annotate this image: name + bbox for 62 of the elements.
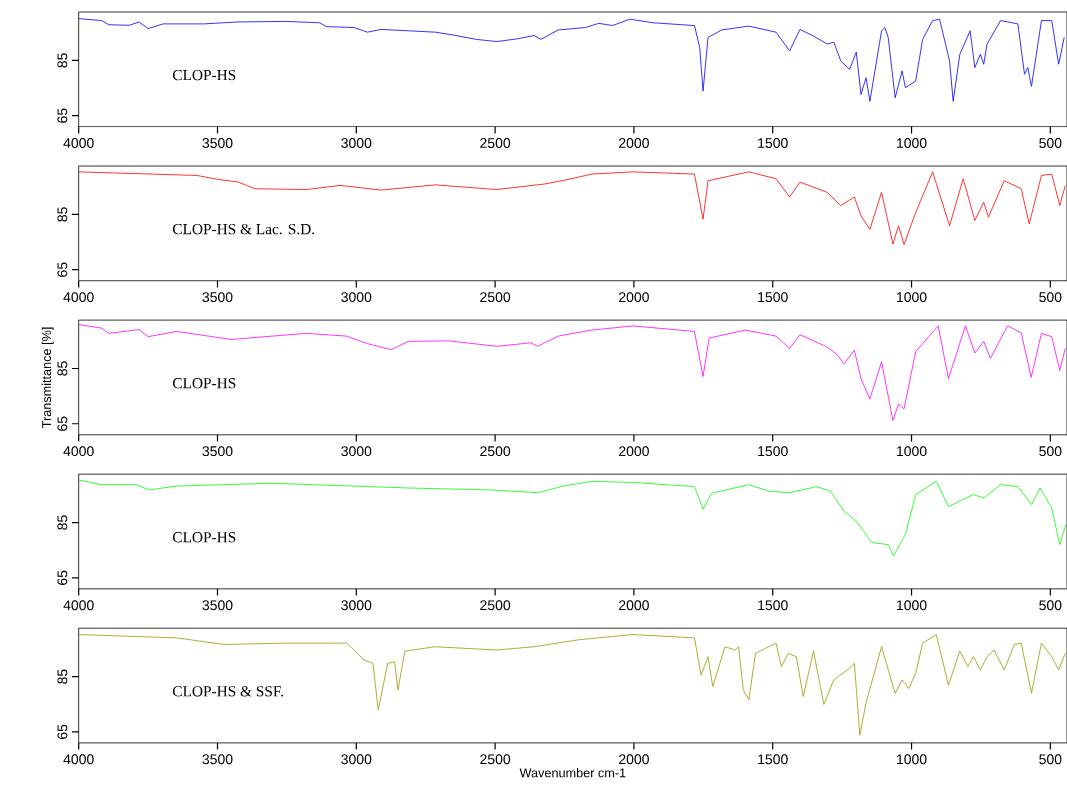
- x-tick-label: 3000: [341, 137, 372, 148]
- x-tick-label: 2500: [480, 292, 511, 302]
- x-tick-label: 3500: [202, 292, 233, 302]
- x-tick-label: 1500: [758, 292, 788, 302]
- x-tick-label: 2500: [480, 137, 511, 148]
- x-tick-label: 2000: [619, 600, 649, 611]
- x-tick-label: 4000: [63, 754, 94, 765]
- x-tick-label: 4000: [63, 137, 94, 148]
- x-tick-label: 2000: [619, 446, 649, 456]
- y-tick-label: 85: [57, 53, 68, 68]
- x-tick-label: 3500: [202, 600, 233, 611]
- annotation: CLOP-HS: [172, 531, 236, 543]
- x-tick-label: 1000: [897, 137, 927, 148]
- x-tick-label: 500: [1039, 137, 1062, 148]
- annotation: CLOP-HS & Lac. S.D.: [172, 223, 315, 235]
- line-series: [78, 479, 1067, 557]
- x-tick-label: 1000: [897, 446, 927, 456]
- y-tick-label: 65: [57, 262, 68, 277]
- annotation: CLOP-HS: [172, 69, 236, 81]
- x-tick-label: 500: [1039, 600, 1062, 611]
- y-tick-label: 85: [57, 515, 68, 530]
- x-tick-label: 4000: [63, 600, 94, 611]
- x-tick-label: 1500: [758, 754, 788, 765]
- x-tick-label: 1500: [758, 446, 788, 456]
- x-tick-label: 3000: [341, 446, 372, 456]
- line-series: [78, 171, 1066, 245]
- x-tick-label: 1000: [897, 600, 927, 611]
- x-tick-label: 3000: [341, 292, 372, 302]
- line-series: [78, 324, 1066, 421]
- x-tick-label: 1500: [758, 600, 788, 611]
- x-tick-label: 2500: [480, 754, 511, 765]
- x-tick-label: 3500: [202, 754, 233, 765]
- x-tick-label: 2000: [619, 292, 649, 302]
- annotation: CLOP-HS & SSF.: [172, 685, 284, 697]
- x-tick-label: 2500: [480, 446, 511, 456]
- x-tick-label: 1000: [897, 754, 927, 765]
- y-tick-label: 85: [57, 207, 68, 222]
- y-tick-label: 65: [57, 724, 68, 739]
- x-tick-label: 2500: [480, 600, 511, 611]
- annotation: CLOP-HS: [172, 377, 236, 389]
- y-tick-label: 65: [57, 570, 68, 585]
- x-tick-label: 500: [1039, 446, 1062, 456]
- x-tick-label: 3500: [202, 446, 233, 456]
- x-tick-label: 3000: [341, 600, 372, 611]
- x-tick-label: 3500: [202, 137, 233, 148]
- x-tick-label: 500: [1039, 754, 1062, 765]
- x-tick-label: 2000: [619, 754, 649, 765]
- x-tick-label: 2000: [619, 137, 649, 148]
- line-series: [78, 18, 1065, 102]
- x-tick-label: 4000: [63, 446, 94, 456]
- y-axis-title: Transmittance [%]: [41, 327, 54, 428]
- y-tick-label: 85: [57, 361, 68, 376]
- x-tick-label: 4000: [63, 292, 94, 302]
- y-tick-label: 65: [57, 416, 68, 431]
- x-tick-label: 1500: [758, 137, 788, 148]
- x-tick-label: 1000: [897, 292, 927, 302]
- x-axis-title: Wavenumber cm-1: [519, 767, 626, 778]
- x-tick-label: 3000: [341, 754, 372, 765]
- y-tick-label: 65: [57, 108, 68, 123]
- y-tick-label: 85: [57, 669, 68, 684]
- line-series: [78, 634, 1066, 736]
- x-tick-label: 500: [1039, 292, 1062, 302]
